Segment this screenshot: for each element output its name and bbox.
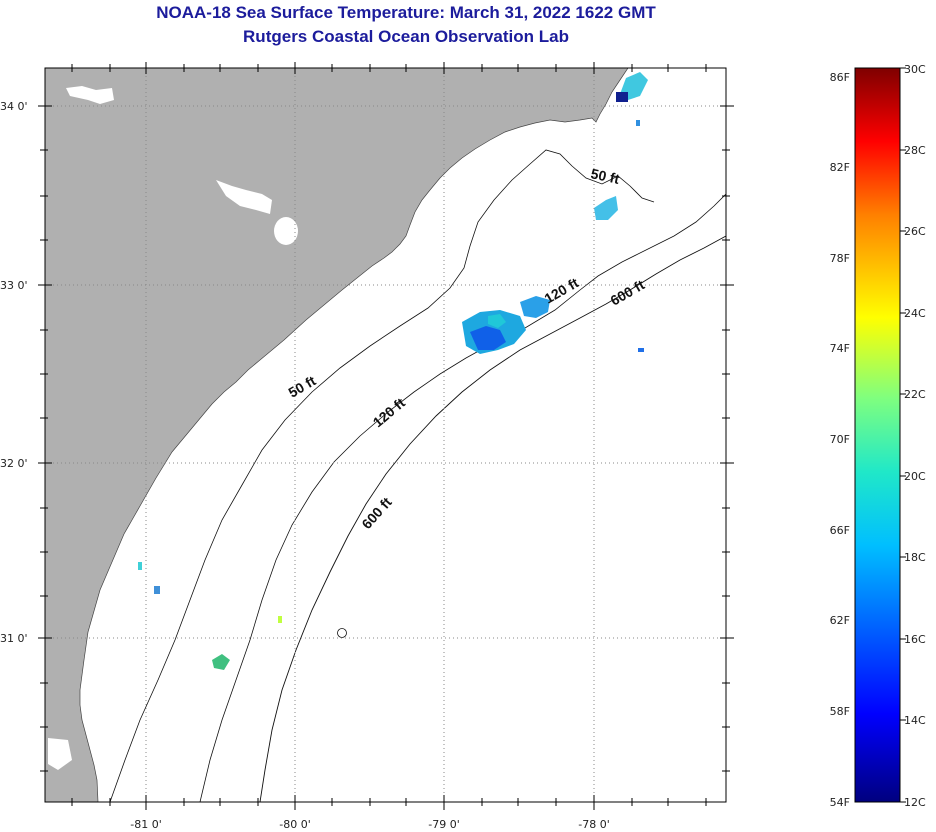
sst-patch xyxy=(212,654,230,670)
lat-label: 33 0' xyxy=(0,279,28,292)
lat-label: 34 0' xyxy=(0,100,28,113)
colorbar-c-label: 14C xyxy=(904,714,926,727)
colorbar-c-label: 28C xyxy=(904,144,926,157)
colorbar-ticks xyxy=(900,67,906,803)
graticule xyxy=(45,68,726,802)
colorbar-c-label: 20C xyxy=(904,470,926,483)
nodata-patch xyxy=(48,738,72,770)
colorbar-c-label: 16C xyxy=(904,633,926,646)
land-mass xyxy=(45,68,629,802)
nodata-patch xyxy=(66,86,114,104)
lat-label: 32 0' xyxy=(0,457,28,470)
sst-data xyxy=(138,72,648,670)
sst-patch xyxy=(470,326,506,350)
colorbar-f-label: 62F xyxy=(830,614,850,627)
colorbar-c-label: 26C xyxy=(904,225,926,238)
colorbar-c-label: 18C xyxy=(904,551,926,564)
sst-patch xyxy=(154,586,160,594)
colorbar-f-label: 58F xyxy=(830,705,850,718)
lat-label: 31 0' xyxy=(0,632,28,645)
contour-50ft xyxy=(109,149,655,802)
sst-patch xyxy=(616,92,628,102)
contour-120ft xyxy=(199,193,726,802)
contour-label: 50 ft xyxy=(589,165,621,187)
lon-label: -80 0' xyxy=(279,818,311,831)
axis-ticks xyxy=(38,62,734,810)
sst-patch xyxy=(488,314,506,328)
colorbar-f-label: 66F xyxy=(830,524,850,537)
colorbar-c-label: 30C xyxy=(904,63,926,76)
sst-patch xyxy=(138,562,142,570)
colorbar-c-label: 22C xyxy=(904,388,926,401)
colorbar-f-label: 54F xyxy=(830,796,850,809)
colorbar-f-label: 78F xyxy=(830,252,850,265)
colorbar-f-label: 86F xyxy=(830,71,850,84)
colorbar-f-label: 70F xyxy=(830,433,850,446)
sst-patch xyxy=(278,616,282,623)
nodata-patch xyxy=(216,180,272,214)
colorbar-c-label: 12C xyxy=(904,796,926,809)
colorbar-c-label: 24C xyxy=(904,307,926,320)
map-frame xyxy=(44,67,727,803)
sst-patch xyxy=(520,296,550,318)
sst-patch xyxy=(638,348,644,352)
colorbar-f-label: 74F xyxy=(830,342,850,355)
nodata-patch xyxy=(274,217,298,245)
map-title: NOAA-18 Sea Surface Temperature: March 3… xyxy=(156,3,656,22)
lon-label: -81 0' xyxy=(130,818,162,831)
colorbar-f-label: 82F xyxy=(830,161,850,174)
map-subtitle: Rutgers Coastal Ocean Observation Lab xyxy=(243,27,569,46)
contour-600ft xyxy=(259,235,726,802)
sst-patch xyxy=(636,120,640,126)
sst-patch xyxy=(594,196,618,220)
colorbar xyxy=(854,67,901,803)
lon-label: -78 0' xyxy=(578,818,610,831)
lon-label: -79 0' xyxy=(428,818,460,831)
